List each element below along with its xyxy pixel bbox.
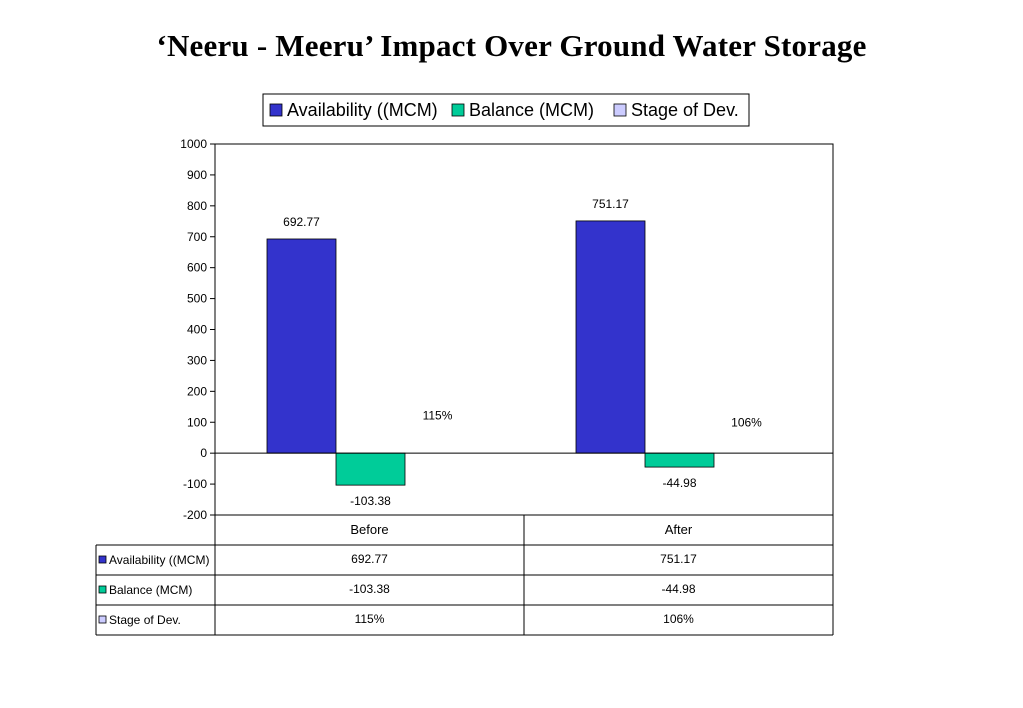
y-tick-label: -200 [183,508,207,522]
legend-swatch [451,103,465,117]
page-title: ‘Neeru - Meeru’ Impact Over Ground Water… [156,28,867,63]
x-category-label: Before [350,522,388,537]
table-legend-key [98,615,107,624]
y-tick-label: 200 [187,384,207,398]
bar-availability-before [266,238,337,454]
table-cell: 115% [355,612,385,626]
legend-frame [262,93,750,127]
y-tick-label: 1000 [180,137,207,151]
y-tick-label: 100 [187,415,207,429]
y-tick-label: 500 [187,292,207,306]
y-tick-label: 900 [187,168,207,182]
data-label: -44.98 [662,476,696,490]
bar-balance-before [335,452,406,486]
table-cell: -103.38 [349,582,390,596]
legend-label: Availability ((MCM) [287,100,438,120]
table-row-label: Balance (MCM) [109,583,192,597]
table-cell: -44.98 [661,582,695,596]
y-tick-label: 400 [187,323,207,337]
data-label: 106% [731,415,762,429]
table-cell: 692.77 [351,552,388,566]
x-category-label: After [665,522,693,537]
table-row-label: Availability ((MCM) [109,553,209,567]
table-row-label: Stage of Dev. [109,613,181,627]
legend-swatch [269,103,283,117]
data-table: Before After Availability ((MCM) 692.77 751.… [95,515,834,636]
table-cell: 106% [663,612,694,626]
table-legend-key [98,585,107,594]
data-label: 692.77 [283,215,320,229]
legend-label: Stage of Dev. [631,100,739,120]
y-tick-label: 0 [200,446,207,460]
y-tick-label: 600 [187,261,207,275]
legend-swatch [613,103,627,117]
bar-balance-after [644,452,715,468]
data-label: 115% [423,409,453,423]
bar-availability-after [575,220,646,454]
y-tick-label: 300 [187,353,207,367]
table-legend-key [98,555,107,564]
y-tick-label: 700 [187,230,207,244]
table-cell: 751.17 [660,552,697,566]
y-tick-label: 800 [187,199,207,213]
data-label: 751.17 [592,197,629,211]
legend-label: Balance (MCM) [469,100,594,120]
y-tick-label: -100 [183,477,207,491]
chart-legend: Availability ((MCM) Balance (MCM) Stage of… [262,93,750,127]
plot-area: 692.77 -103.38 115% 751.17 -44.98 106% [214,143,834,516]
data-label: -103.38 [350,494,391,508]
